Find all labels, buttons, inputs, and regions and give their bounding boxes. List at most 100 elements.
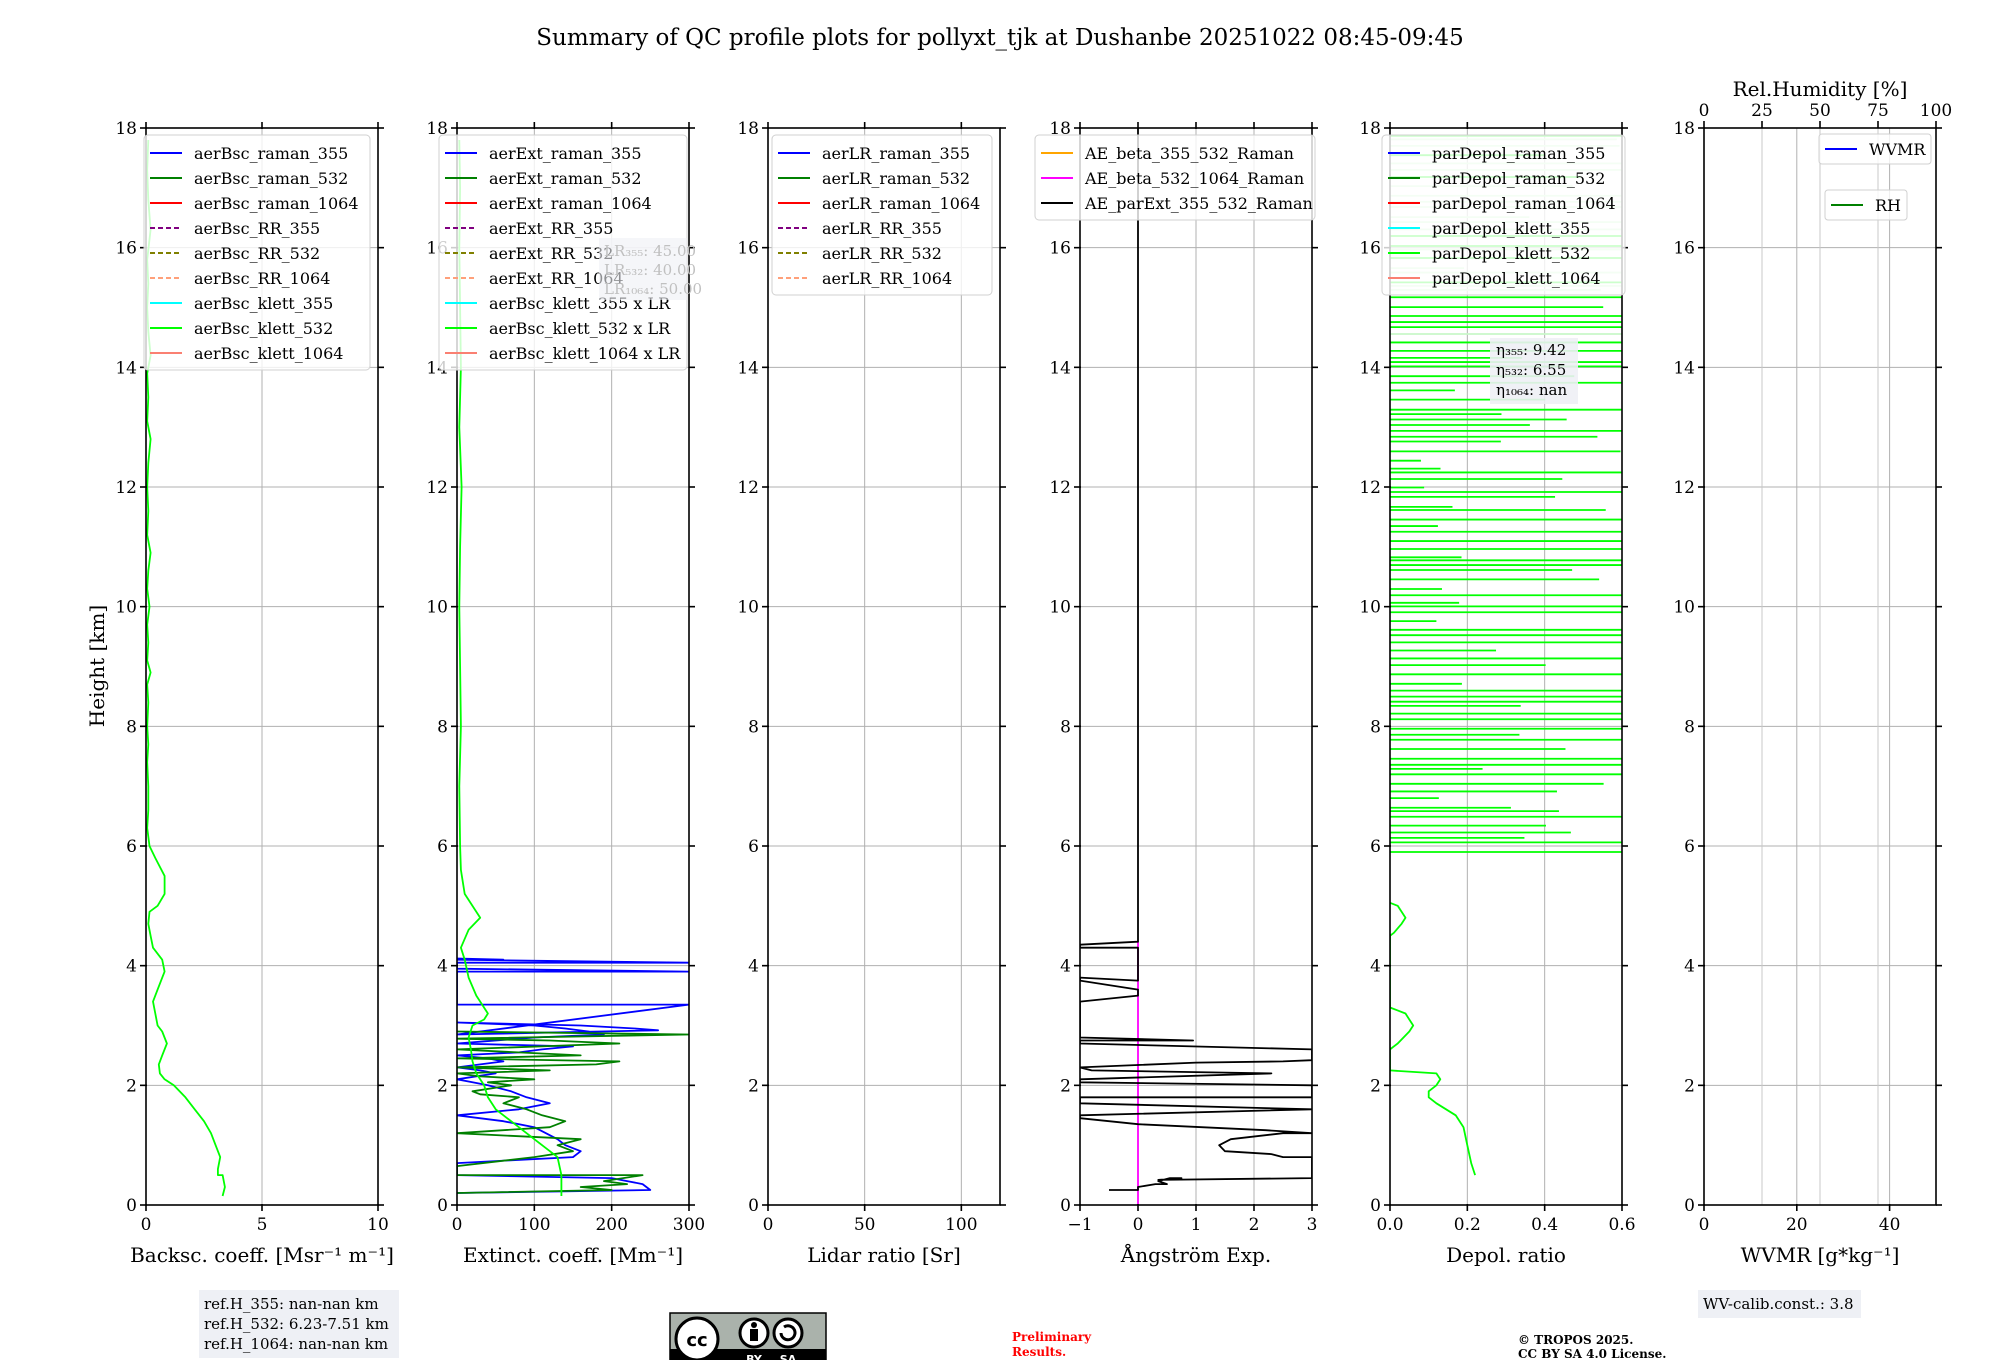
x-tick-label: 50 — [854, 1215, 876, 1235]
y-tick-label: 10 — [426, 598, 448, 618]
y-tick-label: 14 — [737, 358, 759, 378]
y-tick-label: 6 — [437, 837, 448, 857]
x-axis-label: Ångström Exp. — [1120, 1242, 1271, 1267]
y-tick-label: 0 — [1370, 1196, 1381, 1216]
series-AE_parExt_355_532_Raman — [1080, 128, 1312, 1191]
reference-height-annotation: ref.H_355: nan-nan km ref.H_532: 6.23-7.5… — [199, 1290, 399, 1358]
y-tick-label: 2 — [437, 1076, 448, 1096]
y-tick-label: 12 — [1673, 478, 1695, 498]
legend-box — [1818, 133, 1932, 165]
legend-label: parDepol_klett_532 — [1432, 244, 1590, 263]
series-aerExt_raman_532 — [457, 1030, 689, 1194]
y-tick-label: 10 — [115, 598, 137, 618]
legend-label: aerBsc_klett_1064 — [194, 344, 343, 363]
series-group — [457, 139, 689, 1196]
eta-annotation-line: η₅₃₂: 6.55 — [1496, 361, 1566, 379]
y-tick-label: 8 — [1370, 717, 1381, 737]
legend-label: parDepol_klett_1064 — [1432, 269, 1601, 288]
x-tick-label: 1 — [1191, 1215, 1202, 1235]
y-tick-label: 2 — [126, 1076, 137, 1096]
x-tick-label: 5 — [257, 1215, 268, 1235]
y-tick-label: 4 — [1370, 957, 1381, 977]
legend-label: parDepol_raman_355 — [1432, 144, 1605, 163]
y-tick-label: 10 — [1673, 598, 1695, 618]
annotation-line: ref.H_532: 6.23-7.51 km — [204, 1315, 389, 1333]
x-tick-label: 0 — [452, 1215, 463, 1235]
y-tick-label: 16 — [115, 239, 137, 259]
x-tick-label: 0 — [763, 1215, 774, 1235]
legend-label: aerBsc_raman_355 — [194, 144, 348, 163]
legend-label: aerBsc_klett_1064 x LR — [489, 344, 681, 363]
legend-label: parDepol_klett_355 — [1432, 219, 1590, 238]
legend-label: aerBsc_raman_532 — [194, 169, 348, 188]
y-tick-label: 0 — [1060, 1196, 1071, 1216]
y-tick-label: 10 — [1359, 598, 1381, 618]
x-tick-label: 3 — [1307, 1215, 1318, 1235]
x-tick-label: 100 — [518, 1215, 550, 1235]
x-tick-label: 0.2 — [1454, 1215, 1481, 1235]
y-tick-label: 0 — [437, 1196, 448, 1216]
y-tick-label: 18 — [737, 119, 759, 139]
rh-tick-label: 50 — [1809, 101, 1831, 121]
y-tick-label: 8 — [126, 717, 137, 737]
y-tick-label: 4 — [1684, 957, 1695, 977]
series-parDepol_klett_532 — [1390, 901, 1476, 1176]
legend-label: aerLR_RR_1064 — [822, 269, 952, 288]
legend-label: parDepol_raman_532 — [1432, 169, 1605, 188]
x-tick-label: 0 — [1699, 1215, 1710, 1235]
annotation-line: WV-calib.const.: 3.8 — [1703, 1295, 1854, 1313]
legend-label: aerExt_RR_355 — [489, 219, 613, 238]
legend-box — [143, 134, 371, 371]
legend-box — [1824, 189, 1908, 221]
y-tick-label: 6 — [1370, 837, 1381, 857]
y-tick-label: 4 — [437, 957, 448, 977]
series-aerExt_raman_355 — [457, 957, 689, 1194]
y-tick-label: 16 — [1673, 239, 1695, 259]
legend: AE_beta_355_532_Raman AE_beta_532_1064_Ra… — [1034, 134, 1316, 221]
x-tick-label: 40 — [1879, 1215, 1901, 1235]
x-tick-label: −1 — [1067, 1215, 1092, 1235]
y-tick-label: 2 — [748, 1076, 759, 1096]
y-tick-label: 8 — [437, 717, 448, 737]
legend-label: aerBsc_RR_532 — [194, 244, 320, 263]
legend-label: aerBsc_RR_355 — [194, 219, 320, 238]
legend-label: AE_beta_355_532_Raman — [1084, 144, 1294, 163]
legend-label: aerExt_RR_1064 — [489, 269, 624, 288]
x-tick-label: 300 — [673, 1215, 705, 1235]
x-tick-label: 200 — [595, 1215, 627, 1235]
legend-label: aerExt_raman_532 — [489, 169, 642, 188]
rh-tick-label: 0 — [1699, 101, 1710, 121]
legend-label: aerExt_raman_355 — [489, 144, 642, 163]
x-tick-label: 0.6 — [1608, 1215, 1635, 1235]
y-tick-label: 6 — [1060, 837, 1071, 857]
x-axis-label: Lidar ratio [Sr] — [807, 1243, 961, 1267]
x-axis-label: Backsc. coeff. [Msr⁻¹ m⁻¹] — [130, 1243, 394, 1267]
cc-icon — [674, 1316, 720, 1360]
eta-annotation-line: η₁₀₆₄: nan — [1496, 381, 1567, 399]
y-tick-label: 8 — [1684, 717, 1695, 737]
legend: parDepol_raman_355 parDepol_raman_532 parD… — [1381, 134, 1626, 296]
y-tick-label: 16 — [1359, 239, 1381, 259]
series-aerBsc_klett_532 — [146, 139, 226, 1197]
legend-label: aerLR_raman_355 — [822, 144, 970, 163]
y-tick-label: 14 — [1049, 358, 1071, 378]
legend-label: aerExt_raman_1064 — [489, 194, 652, 213]
y-tick-label: 14 — [115, 358, 137, 378]
axes-frame — [1389, 127, 1623, 1206]
y-tick-label: 6 — [126, 837, 137, 857]
y-tick-label: 6 — [748, 837, 759, 857]
legend-label: aerBsc_RR_1064 — [194, 269, 330, 288]
y-tick-label: 18 — [1673, 119, 1695, 139]
legend-WVMR: WVMR — [1818, 133, 1932, 165]
rh-tick-label: 100 — [1920, 101, 1952, 121]
y-tick-label: 16 — [1049, 239, 1071, 259]
wv-calibration-annotation: WV-calib.const.: 3.8 — [1698, 1290, 1861, 1318]
series-aerBsc_klett_532 x LR — [458, 139, 563, 1196]
copyright-line2: CC BY SA 4.0 License. — [1518, 1347, 1666, 1360]
panel-depolarization: 0 2 4 6 8 10 12 14 16 18 0.0 0.2 0.4 0.6 Depol. ratio p… — [1359, 119, 1635, 1267]
y-tick-label: 2 — [1060, 1076, 1071, 1096]
by-label: BY — [746, 1353, 763, 1360]
